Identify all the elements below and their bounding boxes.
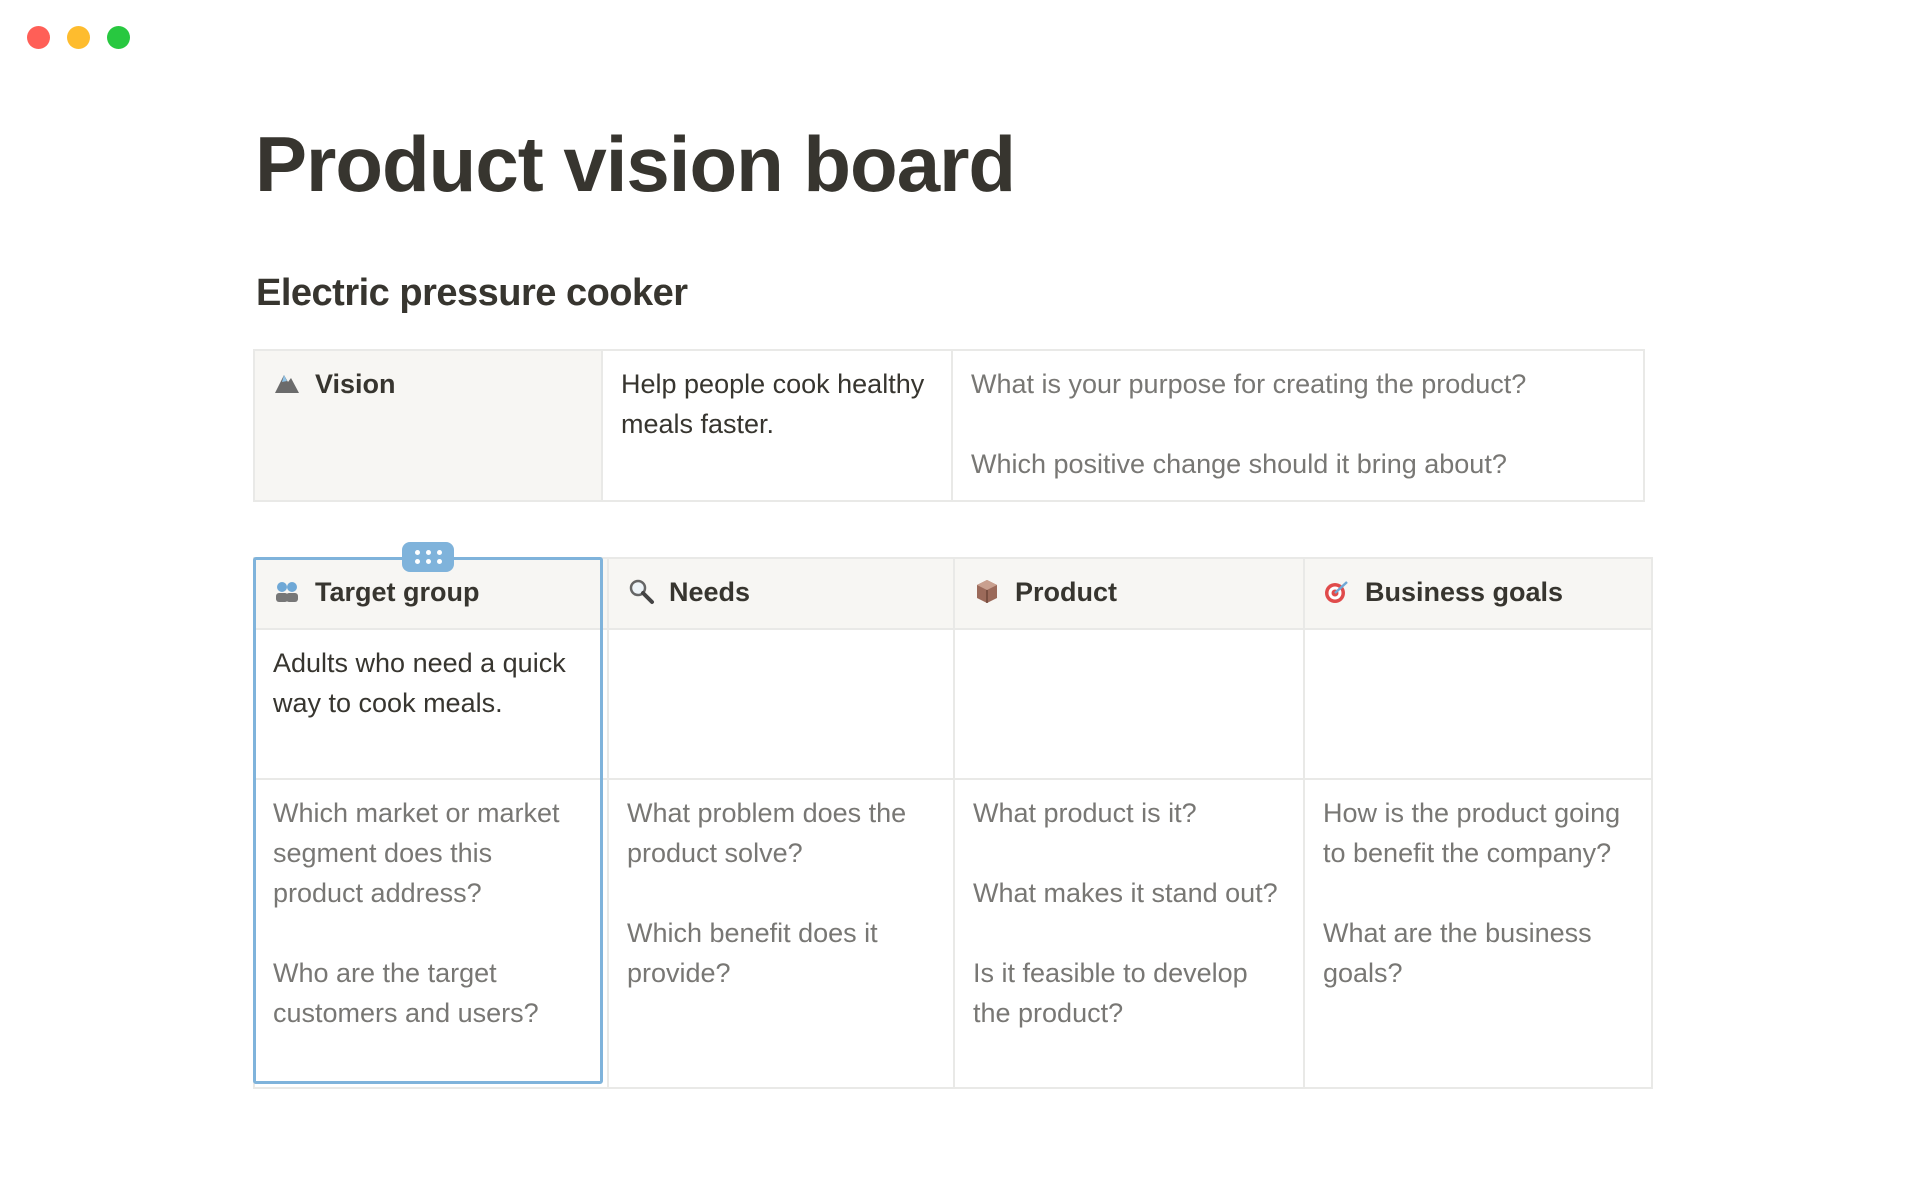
product-content-cell[interactable] xyxy=(953,628,1305,780)
mountain-icon xyxy=(275,375,299,393)
business-goals-content-cell[interactable] xyxy=(1303,628,1653,780)
prompt: What problem does the product solve? xyxy=(627,798,907,868)
product-prompts-cell[interactable]: What product is it? What makes it stand … xyxy=(953,778,1305,1089)
package-icon xyxy=(977,580,997,603)
vision-board-table: Target group Needs Product Business goal… xyxy=(253,557,1653,1089)
column-drag-handle[interactable] xyxy=(402,542,454,572)
header-business-goals[interactable]: Business goals xyxy=(1303,557,1653,630)
target-group-content-cell[interactable]: Adults who need a quick way to cook meal… xyxy=(253,628,609,780)
vision-prompt: Which positive change should it bring ab… xyxy=(971,449,1507,479)
header-label: Business goals xyxy=(1365,577,1564,607)
window-minimize-button[interactable] xyxy=(67,26,90,49)
prompt: What makes it stand out? xyxy=(973,878,1278,908)
people-icon xyxy=(276,582,298,602)
page-subtitle: Electric pressure cooker xyxy=(256,272,688,314)
vision-prompt: What is your purpose for creating the pr… xyxy=(971,369,1527,399)
window-close-button[interactable] xyxy=(27,26,50,49)
prompt: Is it feasible to develop the product? xyxy=(973,958,1248,1028)
prompt: Which benefit does it provide? xyxy=(627,918,878,988)
window-zoom-button[interactable] xyxy=(107,26,130,49)
vision-table: Vision Help people cook healthy meals fa… xyxy=(253,349,1645,502)
vision-statement: Help people cook healthy meals faster. xyxy=(621,369,925,439)
prompt: How is the product going to benefit the … xyxy=(1323,798,1621,868)
prompt: What are the business goals? xyxy=(1323,918,1592,988)
vision-label: Vision xyxy=(315,369,396,399)
header-label: Target group xyxy=(315,577,480,607)
vision-label-cell[interactable]: Vision xyxy=(253,349,603,502)
page-title: Product vision board xyxy=(255,120,1016,208)
cell-content: Adults who need a quick way to cook meal… xyxy=(273,648,566,718)
vision-prompts-cell[interactable]: What is your purpose for creating the pr… xyxy=(951,349,1645,502)
business-goals-prompts-cell[interactable]: How is the product going to benefit the … xyxy=(1303,778,1653,1089)
header-label: Needs xyxy=(669,577,751,607)
prompt: What product is it? xyxy=(973,798,1197,828)
magnifier-icon xyxy=(629,579,654,604)
target-group-prompts-cell[interactable]: Which market or market segment does this… xyxy=(253,778,609,1089)
header-product[interactable]: Product xyxy=(953,557,1305,630)
needs-prompts-cell[interactable]: What problem does the product solve? Whi… xyxy=(607,778,955,1089)
prompt: Which market or market segment does this… xyxy=(273,798,560,908)
vision-statement-cell[interactable]: Help people cook healthy meals faster. xyxy=(601,349,953,502)
header-label: Product xyxy=(1015,577,1118,607)
prompt: Who are the target customers and users? xyxy=(273,958,539,1028)
target-icon xyxy=(1325,581,1348,603)
needs-content-cell[interactable] xyxy=(607,628,955,780)
header-needs[interactable]: Needs xyxy=(607,557,955,630)
